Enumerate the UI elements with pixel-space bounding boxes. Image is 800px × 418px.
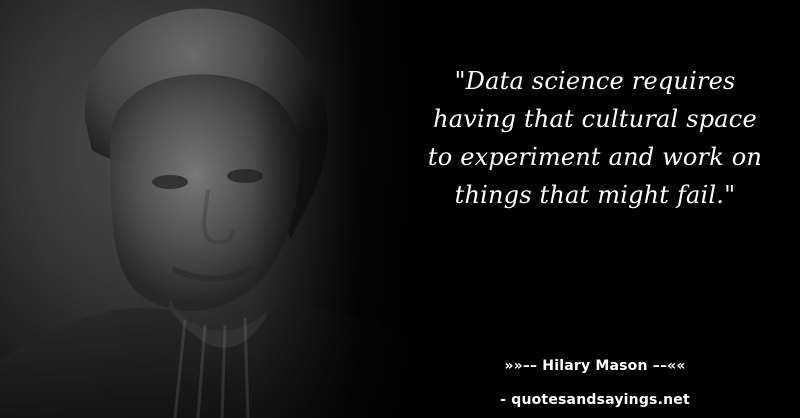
portrait-image (0, 0, 420, 418)
quote-source: - quotesandsayings.net (500, 392, 690, 408)
quote-text: "Data science requires having that cultu… (427, 67, 763, 209)
quote-author: »»–– Hilary Mason ––«« (504, 358, 686, 374)
portrait-photo-icon (0, 8, 420, 418)
